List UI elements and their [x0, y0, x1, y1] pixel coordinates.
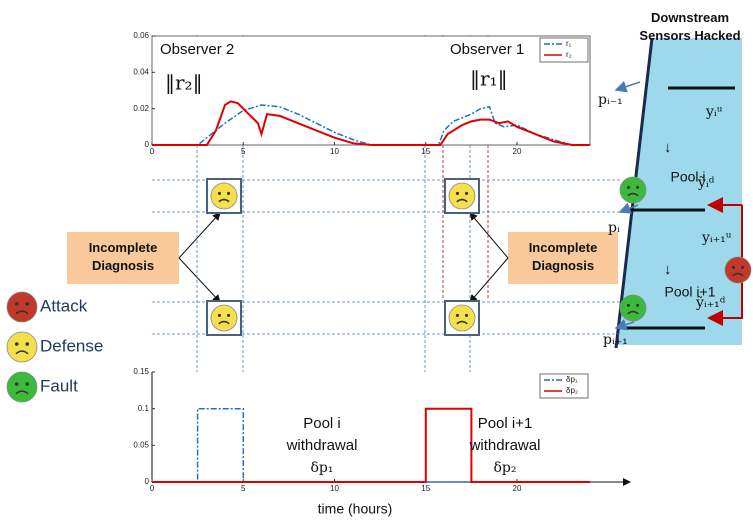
legend-label: δp₁: [566, 375, 578, 384]
signal-label: pᵢ₊₁: [603, 332, 628, 348]
x-tick-label: 20: [513, 484, 522, 493]
legend-label: Defense: [40, 336, 103, 355]
face-eye: [15, 342, 19, 346]
annotation: Pool i: [303, 415, 341, 432]
y-tick-label: 0.04: [133, 67, 149, 76]
annotation: Observer 2: [160, 41, 234, 58]
annotation: δp₁: [310, 460, 333, 476]
defense-face: [211, 305, 237, 331]
face-eye: [25, 382, 29, 386]
y-tick-label: 0.06: [133, 31, 149, 40]
x-tick-label: 5: [241, 484, 246, 493]
face-eye: [15, 302, 19, 306]
y-tick-label: 0.15: [133, 367, 149, 376]
x-tick-label: 0: [150, 484, 155, 493]
diagnosis-word: Incomplete: [529, 240, 598, 255]
fault-face: [620, 295, 646, 321]
defense-face: [449, 305, 475, 331]
defense-face: [7, 332, 37, 362]
arrow: [179, 213, 220, 258]
signal-label: yᵢᵘ: [705, 104, 723, 120]
face-eye: [15, 382, 19, 386]
x-tick-label: 15: [421, 484, 430, 493]
arrow: [470, 213, 508, 258]
header-line: Sensors Hacked: [639, 28, 740, 43]
annotation: Pool i+1: [478, 415, 533, 432]
face-eye: [456, 314, 459, 317]
face-eye: [465, 314, 468, 317]
diagnosis-word: Incomplete: [89, 240, 158, 255]
face-eye: [25, 342, 29, 346]
annotation: δp₂: [493, 460, 516, 476]
face-eye: [627, 186, 630, 189]
diagnosis-word: Diagnosis: [532, 258, 594, 273]
face-eye: [741, 266, 744, 269]
face-eye: [627, 304, 630, 307]
face-eye: [465, 192, 468, 195]
x-tick-label: 20: [513, 147, 522, 156]
attack-face: [725, 257, 751, 283]
signal-label: yᵢ₊₁ᵘ: [701, 230, 732, 246]
fault-face: [7, 372, 37, 402]
face-eye: [227, 314, 230, 317]
flow-arrow: ↓: [664, 139, 672, 156]
defense-face: [211, 183, 237, 209]
face-eye: [218, 314, 221, 317]
x-axis-label: time (hours): [318, 501, 393, 517]
header-line: Downstream: [651, 10, 729, 25]
face-eye: [227, 192, 230, 195]
figure: ↓ ↓ Downstream Sensors Hacked 0 0.02 0.04 0.…: [0, 0, 753, 521]
attack-face: [7, 292, 37, 322]
y-tick-label: 0.02: [133, 104, 149, 113]
hacked-header: Downstream Sensors Hacked: [639, 10, 740, 43]
face-eye: [456, 192, 459, 195]
x-tick-label: 10: [330, 147, 339, 156]
annotation: withdrawal: [469, 437, 541, 454]
annotation: ‖r₁‖: [470, 67, 508, 92]
legend-label: Fault: [40, 376, 78, 395]
page: {"chart_data": [ {"type": "line", "xlim"…: [0, 0, 753, 521]
annotation: ‖r₂‖: [165, 71, 203, 96]
x-tick-label: 10: [330, 484, 339, 493]
signal-arrow: [616, 82, 640, 90]
face-eye: [636, 304, 639, 307]
x-tick-label: 5: [241, 147, 246, 156]
fault-face: [620, 177, 646, 203]
signal-label: pᵢ: [608, 220, 620, 236]
face-eye: [636, 186, 639, 189]
defense-face: [449, 183, 475, 209]
x-tick-label: 0: [150, 147, 155, 156]
annotation: Observer 1: [450, 41, 524, 58]
flow-arrow: ↓: [664, 261, 672, 278]
legend-label: r₁: [566, 39, 572, 48]
arrow: [470, 258, 508, 302]
diagnosis-word: Diagnosis: [92, 258, 154, 273]
signal-label: ỹᵢᵈ: [697, 175, 715, 191]
legend-label: δp₂: [566, 386, 578, 395]
y-tick-label: 0.1: [138, 404, 150, 413]
signal-label: pᵢ₋₁: [598, 92, 623, 108]
legend-label: r₂: [566, 50, 572, 59]
arrow: [179, 258, 220, 302]
legend-label: Attack: [40, 296, 88, 315]
face-eye: [25, 302, 29, 306]
face-eye: [732, 266, 735, 269]
signal-label: ỹᵢ₊₁ᵈ: [695, 295, 726, 311]
x-tick-label: 15: [421, 147, 430, 156]
annotation: withdrawal: [286, 437, 358, 454]
y-tick-label: 0.05: [133, 440, 149, 449]
face-eye: [218, 192, 221, 195]
